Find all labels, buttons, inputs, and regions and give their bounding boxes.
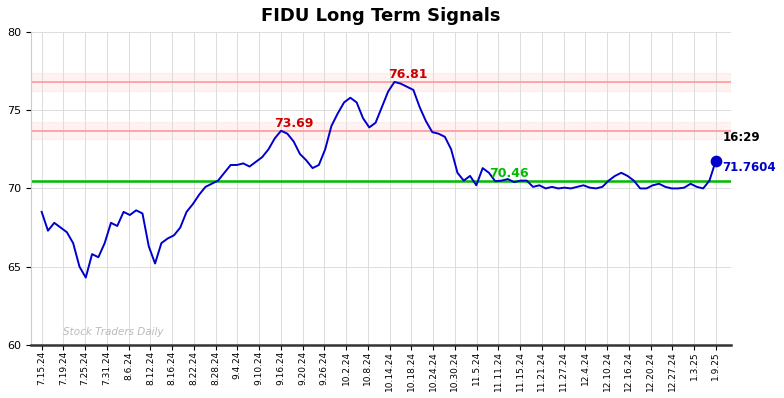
Text: 16:29: 16:29 [722, 131, 760, 144]
Point [710, 158, 722, 164]
Text: 73.69: 73.69 [274, 117, 314, 130]
Text: 71.7604: 71.7604 [722, 161, 776, 174]
Title: FIDU Long Term Signals: FIDU Long Term Signals [261, 7, 501, 25]
Bar [31, 122, 731, 139]
Bar [31, 73, 731, 90]
Text: 76.81: 76.81 [388, 68, 427, 81]
Text: 70.46: 70.46 [488, 167, 528, 180]
Text: Stock Traders Daily: Stock Traders Daily [64, 328, 164, 338]
